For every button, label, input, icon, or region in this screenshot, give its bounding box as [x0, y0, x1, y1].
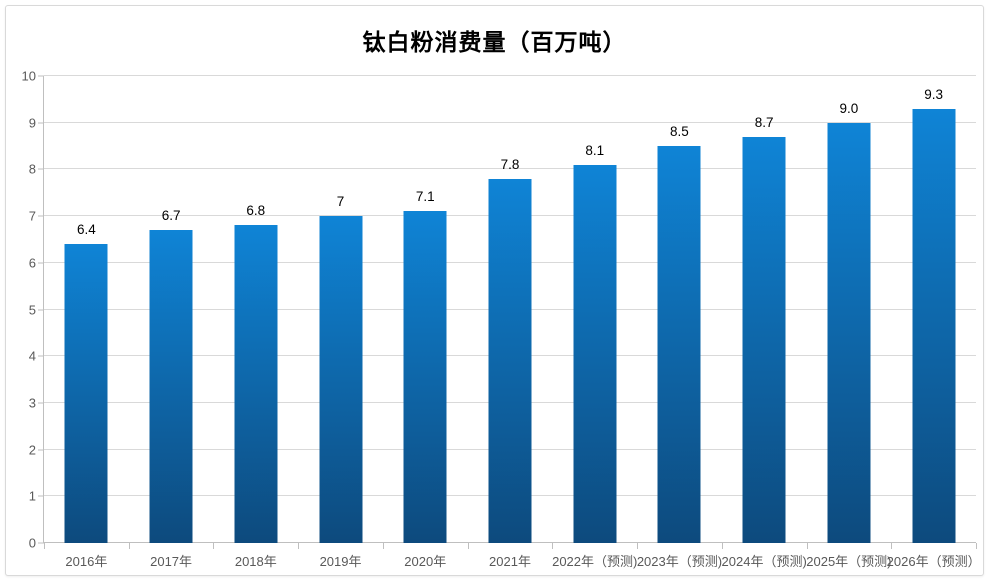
bar	[827, 122, 871, 543]
bar-value-label: 7.8	[500, 156, 520, 172]
bar-cell: 7.1 2020年	[383, 76, 468, 569]
bar-cell: 9.0 2025年（预测)	[806, 76, 891, 569]
y-tick-label: 2	[28, 442, 36, 458]
x-tick-label: 2025年（预测)	[806, 554, 892, 569]
bar-value-label: 6.8	[246, 203, 266, 219]
x-tick	[806, 543, 808, 549]
x-tick-label: 2016年	[65, 554, 108, 569]
bar	[64, 244, 108, 543]
y-tick	[38, 168, 44, 170]
x-tick	[891, 543, 893, 549]
x-tick-label: 2024年（预测)	[721, 554, 807, 569]
y-tick	[38, 262, 44, 264]
bar-value-label: 6.4	[76, 222, 96, 238]
x-tick-label: 2021年	[489, 554, 531, 569]
y-tick-label: 10	[21, 68, 36, 84]
y-tick	[38, 402, 44, 404]
bar-cell: 7.8 2021年	[468, 76, 553, 569]
bar	[742, 136, 786, 543]
y-tick	[38, 542, 44, 544]
y-tick	[38, 75, 44, 77]
bar	[573, 164, 617, 543]
y-tick-label: 4	[28, 348, 36, 364]
gridline	[44, 168, 976, 170]
bar	[488, 178, 532, 543]
gridline	[44, 121, 976, 123]
bar-value-label: 7.1	[415, 189, 435, 205]
bar	[403, 211, 447, 543]
bar	[234, 225, 278, 543]
x-tick	[128, 543, 130, 549]
bar-value-label: 9.3	[924, 86, 944, 102]
x-tick	[637, 543, 639, 549]
bar	[149, 230, 193, 543]
x-tick-label: 2022年（预测)	[552, 554, 638, 569]
y-tick-label: 6	[28, 255, 36, 271]
x-tick-label: 2017年	[150, 554, 193, 569]
bar-cell: 8.1 2022年（预测)	[552, 76, 637, 569]
y-tick-label: 9	[28, 115, 36, 131]
y-tick-label: 0	[28, 535, 36, 551]
chart-frame: 钛白粉消费量（百万吨） 0 1 2 3 4 5 6 7 8 9 10 6.4 2016年 6.7 2017…	[5, 5, 984, 576]
x-tick	[552, 543, 554, 549]
bar-cell: 8.5 2023年（预测)	[637, 76, 722, 569]
plot-area: 0 1 2 3 4 5 6 7 8 9 10 6.4 2016年 6.7 2017年 6.8 2018年 7 20…	[22, 70, 981, 570]
y-tick	[38, 449, 44, 451]
x-tick-label: 2018年	[234, 554, 277, 569]
x-tick	[976, 543, 977, 549]
x-tick-label: 2019年	[319, 554, 362, 569]
x-tick	[298, 543, 300, 549]
bar-value-label: 7	[336, 194, 345, 210]
y-tick-label: 3	[28, 395, 36, 411]
bar-value-label: 8.7	[754, 114, 774, 130]
x-tick	[721, 543, 723, 549]
y-tick-label: 8	[28, 161, 36, 177]
x-tick-label: 2026年（预测）	[886, 554, 981, 569]
x-tick-label: 2020年	[404, 554, 447, 569]
y-tick	[38, 355, 44, 357]
bar-cell: 7 2019年	[298, 76, 383, 569]
x-tick-label: 2023年（预测)	[636, 554, 723, 569]
bar-value-label: 8.1	[585, 142, 605, 158]
x-tick	[213, 543, 215, 549]
bar-cell: 6.4 2016年	[44, 76, 129, 569]
bar-cell: 9.3 2026年（预测）	[887, 76, 981, 569]
y-tick	[38, 215, 44, 217]
chart-title: 钛白粉消费量（百万吨）	[362, 29, 627, 56]
y-tick-label: 1	[28, 488, 36, 504]
x-tick	[382, 543, 384, 549]
y-tick-label: 5	[28, 302, 36, 317]
bar	[657, 146, 701, 543]
y-tick	[38, 495, 44, 497]
bar-value-label: 6.7	[161, 208, 181, 224]
y-tick	[38, 309, 44, 310]
y-tick	[38, 122, 44, 124]
y-tick-label: 7	[28, 208, 36, 224]
x-tick	[44, 543, 45, 549]
bar-cell: 6.8 2018年	[213, 76, 298, 569]
bar-cell: 8.7 2024年（预测)	[722, 76, 807, 569]
gridline	[44, 75, 976, 76]
x-tick	[467, 543, 469, 549]
bar-value-label: 8.5	[670, 124, 689, 140]
bar-value-label: 9.0	[839, 100, 859, 116]
bar	[319, 216, 363, 543]
bar-cell: 6.7 2017年	[129, 76, 214, 569]
bar	[912, 108, 956, 543]
